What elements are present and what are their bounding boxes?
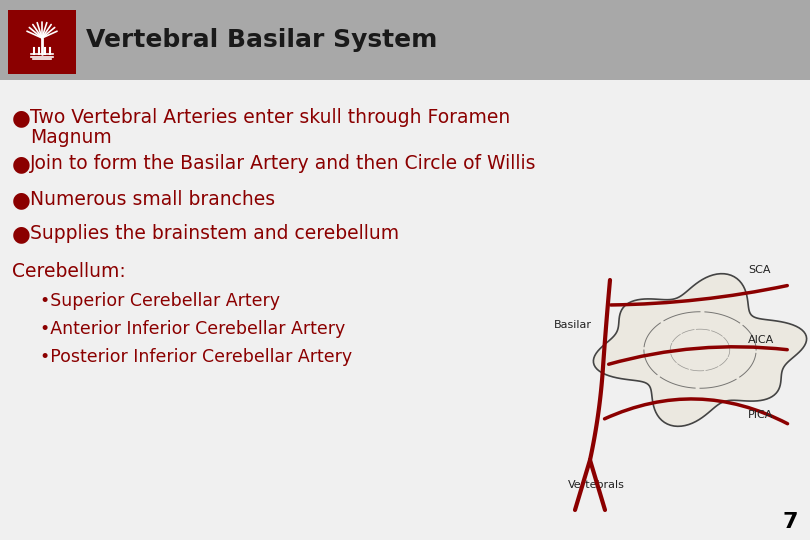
Text: •Posterior Inferior Cerebellar Artery: •Posterior Inferior Cerebellar Artery xyxy=(40,348,352,366)
Text: ●: ● xyxy=(12,190,31,210)
Text: Vertebrals: Vertebrals xyxy=(568,480,625,490)
Bar xyxy=(0,0,810,80)
Text: SCA: SCA xyxy=(748,265,770,275)
Text: Supplies the brainstem and cerebellum: Supplies the brainstem and cerebellum xyxy=(30,224,399,243)
Text: ●: ● xyxy=(12,154,31,174)
Text: Vertebral Basilar System: Vertebral Basilar System xyxy=(86,28,437,52)
Text: •Anterior Inferior Cerebellar Artery: •Anterior Inferior Cerebellar Artery xyxy=(40,320,345,338)
Text: PICA: PICA xyxy=(748,410,774,420)
Text: •Superior Cerebellar Artery: •Superior Cerebellar Artery xyxy=(40,292,280,310)
Text: ●: ● xyxy=(12,224,31,244)
Polygon shape xyxy=(594,274,807,426)
Text: Magnum: Magnum xyxy=(30,128,112,147)
Text: Two Vertebral Arteries enter skull through Foramen: Two Vertebral Arteries enter skull throu… xyxy=(30,108,510,127)
Bar xyxy=(8,10,76,74)
Text: Join to form the Basilar Artery and then Circle of Willis: Join to form the Basilar Artery and then… xyxy=(30,154,536,173)
Text: 7: 7 xyxy=(782,512,798,532)
Text: Cerebellum:: Cerebellum: xyxy=(12,262,126,281)
Text: ●: ● xyxy=(12,108,31,128)
Text: Numerous small branches: Numerous small branches xyxy=(30,190,275,209)
Text: Basilar: Basilar xyxy=(554,320,592,330)
Text: AICA: AICA xyxy=(748,335,774,345)
